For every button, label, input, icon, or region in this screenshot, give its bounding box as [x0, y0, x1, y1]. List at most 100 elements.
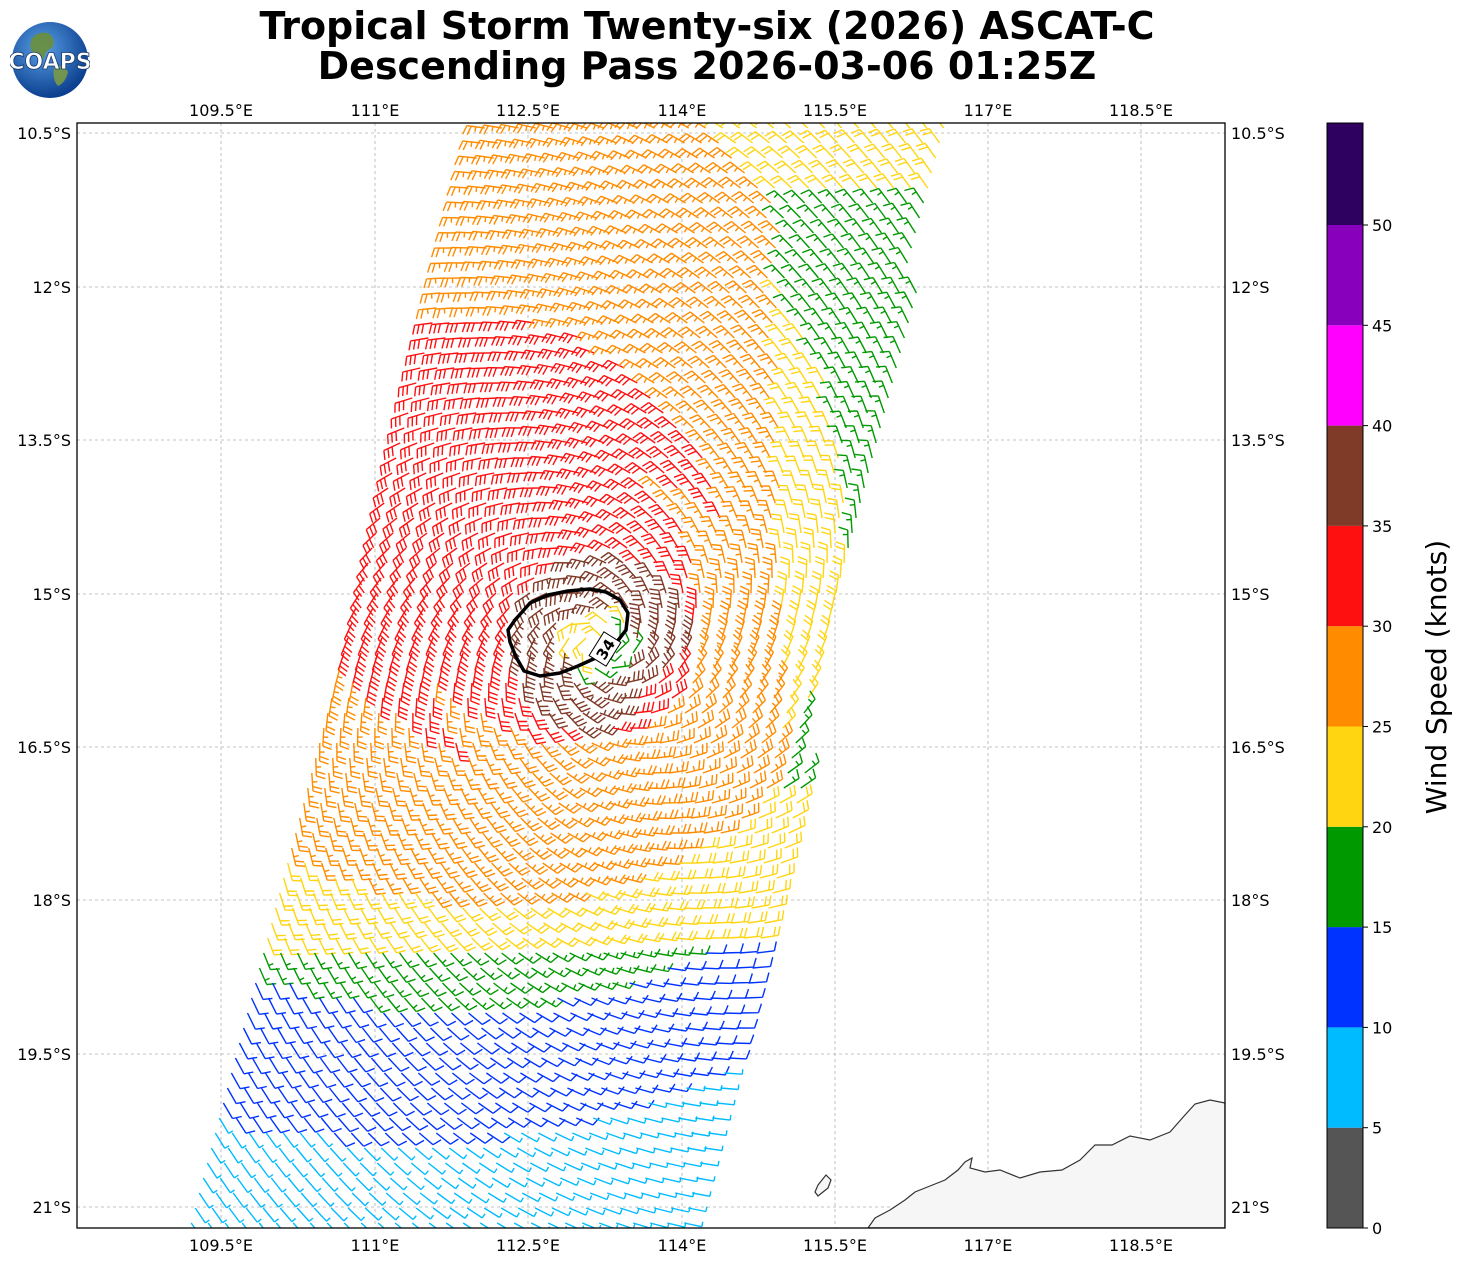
- wind-barb: [390, 412, 409, 429]
- wind-barb: [677, 791, 699, 804]
- wind-barb: [675, 400, 698, 414]
- wind-barb: [640, 1132, 660, 1139]
- wind-barb: [446, 967, 469, 982]
- colorbar-tick-label: 20: [1372, 818, 1392, 837]
- wind-barb: [481, 1087, 506, 1099]
- wind-barb: [649, 430, 673, 444]
- wind-barb: [726, 146, 750, 159]
- wind-barb: [451, 502, 470, 520]
- wind-barb: [633, 238, 657, 249]
- colorbar-segment: [1327, 1027, 1363, 1128]
- wind-barb: [435, 502, 453, 521]
- wind-barb: [525, 394, 549, 406]
- wind-barb: [772, 878, 792, 894]
- wind-barb: [522, 937, 546, 949]
- wind-barb: [471, 487, 491, 503]
- wind-barb: [314, 1012, 335, 1029]
- wind-barb: [569, 697, 591, 713]
- wind-barb: [437, 352, 459, 365]
- wind-barb: [748, 707, 764, 729]
- colorbar-tick-label: 0: [1372, 1219, 1382, 1238]
- wind-barb: [557, 272, 581, 283]
- wind-barb: [325, 847, 341, 867]
- wind-barb: [685, 429, 707, 444]
- wind-barb: [308, 847, 323, 867]
- wind-barb: [279, 1207, 297, 1223]
- wind-barb: [562, 316, 586, 328]
- wind-barb: [373, 982, 395, 999]
- wind-barb: [861, 217, 883, 234]
- wind-barb: [695, 457, 716, 474]
- wind-barb: [483, 366, 506, 377]
- wind-barb: [522, 213, 546, 224]
- wind-barb: [623, 403, 647, 415]
- wind-barb: [648, 372, 672, 384]
- wind-barb: [507, 547, 526, 563]
- wind-barb: [749, 629, 760, 654]
- wind-barb: [614, 1100, 638, 1110]
- wind-barb: [596, 566, 620, 580]
- wind-barb: [500, 892, 523, 906]
- wind-barb: [638, 475, 661, 489]
- wind-barb: [375, 547, 390, 570]
- wind-barb: [434, 367, 455, 380]
- wind-barb: [680, 629, 693, 654]
- wind-barb: [663, 977, 687, 987]
- wind-barb: [408, 1042, 431, 1057]
- wind-barb: [703, 820, 724, 834]
- wind-barb: [865, 202, 887, 219]
- wind-barb: [572, 151, 596, 162]
- wind-barb: [507, 1057, 531, 1069]
- wind-barb: [324, 1102, 346, 1118]
- wind-barb: [687, 355, 710, 369]
- wind-barb: [499, 832, 521, 848]
- wind-barb: [253, 1177, 270, 1193]
- wind-barb: [763, 264, 786, 279]
- wind-barb: [693, 266, 717, 279]
- wind-barb: [867, 262, 888, 279]
- wind-barb: [684, 1221, 704, 1228]
- wind-barb: [451, 1072, 475, 1085]
- wind-barb: [291, 847, 306, 867]
- wind-barb: [768, 308, 790, 324]
- wind-barb: [218, 1117, 234, 1134]
- wind-barb: [689, 281, 713, 294]
- wind-barb: [679, 385, 702, 399]
- wind-barb: [678, 1116, 698, 1122]
- wind-barb: [621, 284, 645, 294]
- wind-barb: [442, 472, 461, 489]
- wind-barb: [657, 401, 681, 414]
- wind-barb: [653, 885, 677, 897]
- wind-barb: [615, 179, 639, 190]
- wind-barb: [657, 1132, 677, 1138]
- wind-barb: [756, 675, 769, 699]
- wind-barb: [400, 682, 412, 706]
- wind-barb: [401, 817, 418, 836]
- wind-barb: [757, 738, 774, 759]
- wind-barb: [433, 592, 446, 616]
- wind-barb: [623, 1192, 644, 1200]
- wind-barb: [359, 547, 373, 570]
- wind-barb: [374, 637, 387, 662]
- wind-barb: [517, 425, 541, 437]
- wind-barb: [698, 773, 718, 789]
- wind-barb: [520, 1132, 541, 1143]
- wind-barb: [834, 188, 857, 204]
- wind-barb: [748, 456, 767, 474]
- wind-barb: [811, 570, 822, 594]
- wind-barb: [224, 1222, 230, 1228]
- wind-barb: [749, 249, 772, 264]
- wind-barb: [590, 210, 614, 221]
- wind-barb: [622, 343, 646, 354]
- wind-barb: [569, 542, 594, 554]
- wind-barb: [400, 592, 412, 616]
- wind-barb: [546, 378, 570, 390]
- wind-barb: [568, 1147, 588, 1156]
- wind-barb: [442, 1042, 466, 1056]
- wind-barb: [300, 1192, 318, 1208]
- wind-barb: [413, 1087, 437, 1101]
- colorbar-tick-label: 15: [1372, 918, 1392, 937]
- wind-barb: [730, 912, 752, 924]
- wind-barb: [582, 240, 606, 251]
- wind-barb: [753, 754, 771, 774]
